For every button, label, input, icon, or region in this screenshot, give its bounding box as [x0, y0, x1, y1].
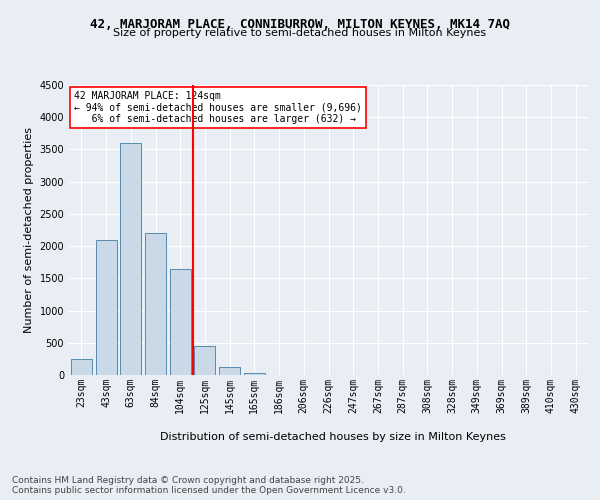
Bar — [170, 268, 191, 375]
Text: Distribution of semi-detached houses by size in Milton Keynes: Distribution of semi-detached houses by … — [160, 432, 506, 442]
Bar — [95, 240, 116, 375]
Bar — [145, 233, 166, 375]
Text: 42 MARJORAM PLACE: 124sqm
← 94% of semi-detached houses are smaller (9,696)
   6: 42 MARJORAM PLACE: 124sqm ← 94% of semi-… — [74, 91, 362, 124]
Text: Contains HM Land Registry data © Crown copyright and database right 2025.
Contai: Contains HM Land Registry data © Crown c… — [12, 476, 406, 495]
Bar — [219, 368, 240, 375]
Text: Size of property relative to semi-detached houses in Milton Keynes: Size of property relative to semi-detach… — [113, 28, 487, 38]
Bar — [194, 346, 215, 375]
Y-axis label: Number of semi-detached properties: Number of semi-detached properties — [24, 127, 34, 333]
Bar — [244, 373, 265, 375]
Bar — [120, 143, 141, 375]
Text: 42, MARJORAM PLACE, CONNIBURROW, MILTON KEYNES, MK14 7AQ: 42, MARJORAM PLACE, CONNIBURROW, MILTON … — [90, 18, 510, 30]
Bar — [71, 359, 92, 375]
